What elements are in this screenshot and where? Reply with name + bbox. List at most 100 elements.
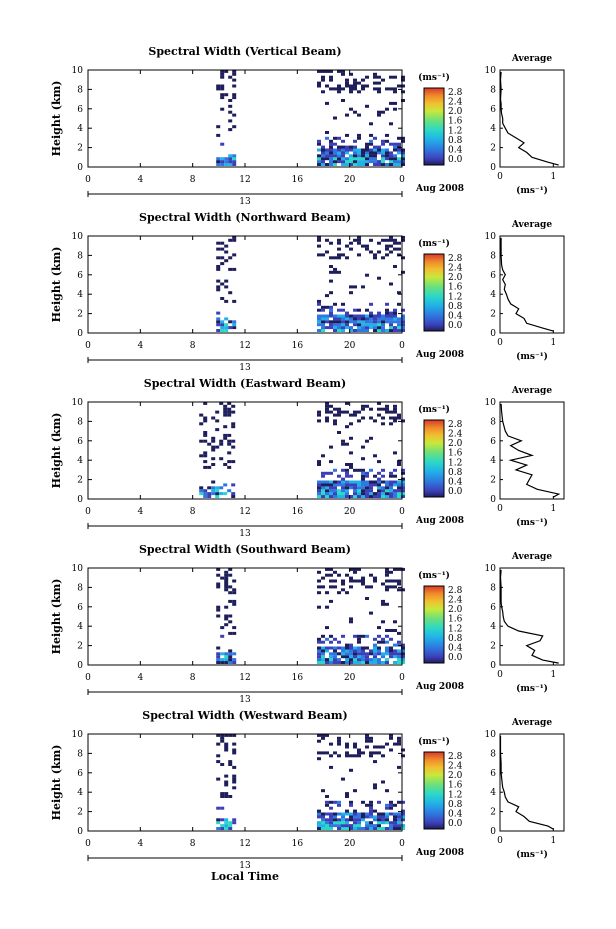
heatmap-cell xyxy=(228,821,233,825)
heatmap-cell xyxy=(317,821,321,825)
heatmap-cell xyxy=(333,489,337,493)
colorbar-tick-label: 0.4 xyxy=(448,643,463,653)
heatmap-cell xyxy=(365,492,369,496)
heatmap-cell xyxy=(373,326,377,330)
heatmap-cell xyxy=(393,812,397,816)
heatmap-cell xyxy=(401,468,405,472)
heatmap-cell xyxy=(393,265,397,268)
heatmap-cell xyxy=(385,661,389,664)
colorbar-unit: (ms⁻¹) xyxy=(418,570,450,581)
heatmap-cell xyxy=(361,483,365,487)
average-frame xyxy=(499,401,565,500)
x-tick-label: 4 xyxy=(137,175,143,185)
average-y-tick-label: 8 xyxy=(490,749,496,759)
heatmap-cell xyxy=(397,329,401,332)
heatmap-cell xyxy=(231,439,236,443)
heatmap-cell xyxy=(317,570,321,574)
heatmap-cell xyxy=(341,821,345,825)
heatmap-cell xyxy=(216,265,221,268)
heatmap-cell xyxy=(353,329,357,332)
heatmap-cell xyxy=(216,279,221,283)
heatmap-cell xyxy=(369,133,373,137)
x-tick-label: 8 xyxy=(190,839,196,849)
heatmap-cell xyxy=(333,413,337,417)
heatmap-cell xyxy=(223,463,228,466)
heatmap-cell xyxy=(353,323,357,327)
heatmap-cell xyxy=(393,157,397,161)
heatmap-cell xyxy=(317,827,321,830)
heatmap-cell xyxy=(333,142,337,146)
heatmap-cell xyxy=(393,410,397,414)
heatmap-cell xyxy=(329,69,333,73)
heatmap-cell xyxy=(329,661,333,664)
heatmap-cell xyxy=(337,803,341,807)
heatmap-cell xyxy=(373,652,377,656)
heatmap-cell xyxy=(329,765,333,769)
heatmap-cell xyxy=(329,326,333,330)
heatmap-cell xyxy=(211,480,216,484)
heatmap-cell xyxy=(228,591,233,595)
heatmap-cell xyxy=(321,495,325,498)
heatmap-cell xyxy=(397,416,401,420)
heatmap-cell xyxy=(393,326,397,330)
heatmap-cell xyxy=(227,407,232,411)
heatmap-cell xyxy=(345,495,349,498)
heatmap-cell xyxy=(353,658,357,662)
heatmap-cell xyxy=(232,154,237,158)
heatmap-cell xyxy=(369,142,373,146)
heatmap-cell xyxy=(385,585,389,589)
heatmap-cell xyxy=(385,742,389,746)
heatmap-cell xyxy=(224,585,229,589)
heatmap-cell xyxy=(203,439,208,443)
heatmap-cell xyxy=(365,323,369,327)
heatmap-cell xyxy=(317,69,321,73)
heatmap-cell xyxy=(317,640,321,644)
heatmap-cell xyxy=(337,151,341,155)
heatmap-cell xyxy=(232,765,237,769)
heatmap-cell xyxy=(220,763,225,766)
heatmap-cell xyxy=(345,643,349,647)
heatmap-cell xyxy=(377,652,381,656)
heatmap-cell xyxy=(321,329,325,332)
heatmap-cell xyxy=(321,157,325,161)
heatmap-cell xyxy=(397,821,401,825)
heatmap-cell xyxy=(393,489,397,493)
heatmap-cell xyxy=(224,795,229,798)
heatmap-cell xyxy=(365,317,369,321)
heatmap-cell xyxy=(349,803,353,807)
heatmap-cell xyxy=(345,821,349,825)
heatmap-cell xyxy=(357,486,361,490)
heatmap-cell xyxy=(393,238,397,242)
heatmap-cell xyxy=(227,401,232,405)
heatmap-cell xyxy=(317,809,321,813)
average-y-tick-label: 6 xyxy=(490,105,496,115)
heatmap-cell xyxy=(361,812,365,816)
heatmap-cell xyxy=(321,154,325,158)
heatmap-cell xyxy=(333,116,337,120)
heatmap-cell xyxy=(357,818,361,822)
heatmap-cell xyxy=(401,658,405,662)
heatmap-cell xyxy=(216,157,221,161)
heatmap-cell xyxy=(317,142,321,146)
heatmap-cell xyxy=(369,611,373,615)
heatmap-cell xyxy=(377,646,381,650)
heatmap-cell xyxy=(228,119,233,123)
heatmap-cell xyxy=(397,658,401,662)
heatmap-cell xyxy=(373,760,377,764)
heatmap-cell xyxy=(397,142,401,146)
average-y-tick-label: 10 xyxy=(485,730,497,740)
heatmap-cell xyxy=(401,495,405,498)
heatmap-cell xyxy=(401,90,405,94)
heatmap-cell xyxy=(393,107,397,111)
x-tick-label: 20 xyxy=(344,839,356,849)
heatmap-cell xyxy=(232,626,237,630)
heatmap-cell xyxy=(389,142,393,146)
heatmap-cell xyxy=(220,739,225,743)
heatmap-cell xyxy=(317,751,321,755)
heatmap-cell xyxy=(361,314,365,318)
heatmap-cell xyxy=(232,96,237,100)
heatmap-cell xyxy=(341,824,345,828)
heatmap-cell xyxy=(369,812,373,816)
heatmap-cell xyxy=(228,760,233,764)
colorbar-tick-label: 1.2 xyxy=(448,624,462,634)
